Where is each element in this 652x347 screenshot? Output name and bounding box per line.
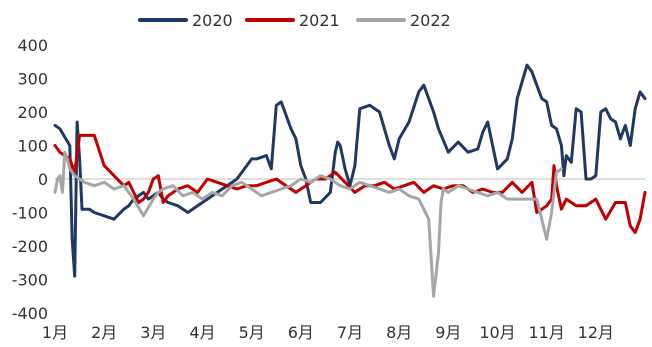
- legend-label: 2020: [192, 11, 233, 30]
- x-tick-label: 10月: [479, 323, 515, 342]
- y-tick-label: 400: [17, 36, 48, 55]
- series-line-2022: [53, 150, 563, 298]
- y-tick-label: 0: [38, 170, 48, 189]
- y-axis: 400 300 200 100 0 -100 -200 -300 -400: [12, 36, 645, 323]
- y-tick-label: 100: [17, 137, 48, 156]
- legend-label: 2022: [410, 11, 451, 30]
- x-tick-label: 8月: [386, 323, 412, 342]
- x-tick-label: 3月: [140, 323, 166, 342]
- y-tick-label: 200: [17, 103, 48, 122]
- x-tick-label: 2月: [91, 323, 117, 342]
- x-tick-label: 11月: [528, 323, 564, 342]
- series-lines: [53, 63, 647, 298]
- y-tick-label: 300: [17, 70, 48, 89]
- x-tick-label: 7月: [337, 323, 363, 342]
- y-tick-label: -100: [12, 204, 48, 223]
- x-tick-label: 5月: [239, 323, 265, 342]
- x-tick-label: 4月: [189, 323, 215, 342]
- y-tick-label: -400: [12, 304, 48, 323]
- legend-label: 2021: [299, 11, 340, 30]
- y-tick-label: -200: [12, 237, 48, 256]
- y-tick-label: -300: [12, 271, 48, 290]
- x-tick-label: 6月: [288, 323, 314, 342]
- x-tick-label: 9月: [435, 323, 461, 342]
- x-axis: 1月 2月 3月 4月 5月 6月 7月 8月 9月 10月 11月 12月: [42, 323, 614, 342]
- x-tick-label: 1月: [42, 323, 68, 342]
- legend: 2020 2021 2022: [138, 11, 451, 30]
- x-tick-label: 12月: [578, 323, 614, 342]
